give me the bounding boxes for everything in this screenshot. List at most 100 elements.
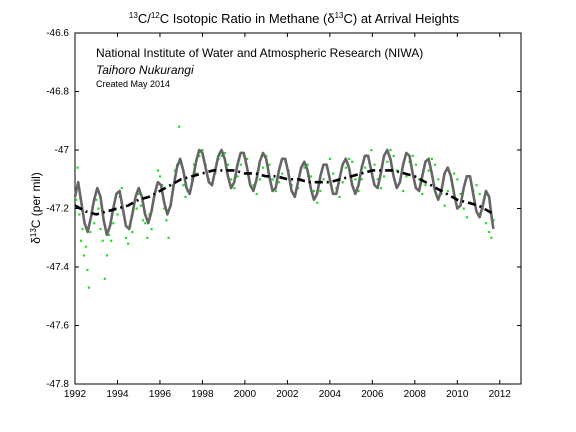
observation-point [141,219,145,222]
observation-point [478,192,481,196]
observation-point [446,189,449,193]
observation-point [392,154,395,158]
observation-point [261,166,265,169]
observation-point [84,245,87,248]
observation-point [475,184,478,187]
observation-point [363,166,367,169]
observation-point [105,254,109,257]
observation-point [163,207,166,210]
observation-point [322,178,325,181]
observation-point [376,178,379,181]
y-tick-label: -47 [55,145,70,156]
observation-point [239,163,242,166]
observation-point [341,181,344,184]
observation-point [338,195,341,198]
observation-point [277,181,281,184]
x-tick-label: 1994 [106,389,129,400]
observation-point [112,222,115,225]
observation-point [101,239,104,242]
observation-point [139,204,143,207]
observation-point [156,169,160,172]
observation-point [373,163,376,166]
observation-point [95,198,98,201]
observation-point [421,192,424,196]
x-tick-label: 1998 [191,389,214,400]
annotation-maori: Taihoro Nukurangi [96,63,194,77]
observation-point [492,219,495,222]
observation-point [265,154,268,158]
observation-point [360,178,363,181]
observation-point [78,213,81,216]
observation-point [226,163,230,166]
observation-point [344,166,347,169]
y-axis-label: δ13C (per mil) [29,172,43,244]
observation-point [347,157,351,160]
observation-point [99,227,102,231]
trend-series [74,169,495,216]
y-tick-label: -46.8 [46,87,69,98]
observation-point [465,216,469,219]
observation-point [230,178,233,181]
fitted-series [73,148,495,237]
observation-point [433,163,437,166]
observation-point [178,125,181,128]
observation-point [124,236,128,239]
observation-point [354,178,357,181]
observation-point [386,160,389,163]
chart-title: 13C/12C Isotopic Ratio in Methane (δ13C)… [129,11,460,26]
observation-point [173,169,177,172]
observation-point [453,172,456,175]
observation-point [86,268,89,272]
observation-point [137,192,140,196]
y-tick-label: -47.4 [46,262,69,273]
observation-point [252,184,255,187]
observation-point [116,213,119,216]
y-tick-label: -46.6 [46,28,69,39]
observation-point [459,192,462,196]
observation-point [255,192,258,196]
observation-point [127,242,130,245]
observation-point [405,175,408,178]
observation-point [192,163,196,166]
observation-point [81,227,84,231]
observation-point [389,149,392,152]
observation-point [144,222,147,225]
observation-point [246,157,249,160]
observation-point [76,166,79,169]
observation-point [182,184,185,187]
annotation-org: National Institute of Water and Atmosphe… [96,46,423,60]
observation-point [79,239,83,242]
x-tick-label: 2008 [404,389,427,400]
observation-point [82,254,86,257]
observation-point [306,163,309,166]
observation-point [411,154,414,158]
observation-point [220,154,223,158]
observation-point [75,198,78,201]
observation-point [223,151,226,155]
observation-point [93,222,96,225]
observation-point [418,178,421,181]
observation-point [309,175,312,178]
y-tick-label: -47.8 [46,379,69,390]
x-tick-label: 2000 [234,389,257,400]
x-axis: 1992 1994 1996 1998 2000 2002 2004 2006 2008 2010… [64,33,511,400]
x-tick-label: 2012 [489,389,512,400]
observation-point [233,187,236,190]
observation-point [402,189,405,193]
observation-point [424,184,427,187]
y-axis: -47.8 -47.6 -47.4 -47.2 -47 -46.8 -46.6 [46,28,521,390]
observation-point [146,236,149,239]
x-tick-label: 1992 [64,389,87,400]
observation-point [437,178,440,181]
observation-point [103,277,106,280]
observation-point [97,207,100,210]
plot-area [74,32,522,385]
observation-point [427,169,430,172]
observation-point [414,163,418,166]
observation-point [379,187,383,190]
observation-point [281,172,284,175]
annotation-created: Created May 2014 [96,79,170,89]
observation-point [271,178,274,181]
observation-point [303,166,306,169]
